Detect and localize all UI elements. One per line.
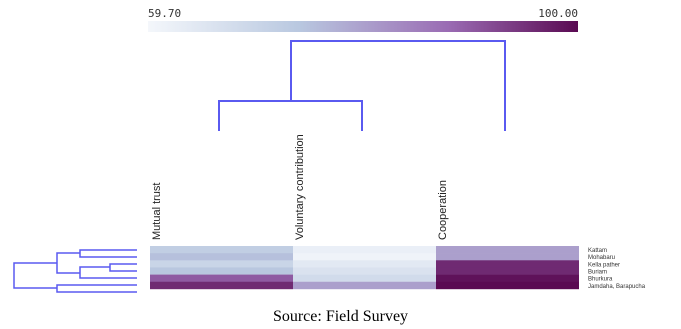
column-label-2: Cooperation: [437, 180, 449, 240]
heatmap-cell-r2-c0: [150, 260, 293, 268]
heatmap-cell-r1-c0: [150, 253, 293, 261]
row-label-1: Mohabaru: [588, 255, 615, 261]
heatmap-cell-r3-c0: [150, 267, 293, 275]
row-label-3: Buriam: [588, 269, 607, 275]
heatmap-cell-r1-c1: [293, 253, 436, 261]
row-label-5: Jamdaha, Barapucha: [588, 284, 646, 290]
column-dendrogram: [218, 40, 506, 131]
heatmap-cell-r3-c1: [293, 267, 436, 275]
column-label-0: Mutual trust: [151, 183, 163, 240]
column-labels: Mutual trust Voluntary contribution Cooper…: [151, 134, 449, 240]
source-caption: Source: Field Survey: [272, 308, 409, 325]
heatmap-cell-r5-c0: [150, 281, 293, 290]
heatmap-cell-r5-c2: [436, 281, 579, 290]
scale-min-label: 59.70: [148, 7, 181, 20]
row-label-4: Bhurkura: [588, 277, 613, 283]
heatmap-cell-r5-c1: [293, 281, 436, 290]
heatmap-cell-r4-c1: [293, 274, 436, 283]
row-dendrogram: [13, 249, 137, 293]
heatmap-cell-r4-c2: [436, 274, 579, 283]
column-label-1: Voluntary contribution: [294, 134, 306, 240]
heatmap-cell-r0-c1: [293, 246, 436, 254]
color-scale-bar: [148, 21, 578, 32]
heatmap-cell-r2-c2: [436, 260, 579, 268]
heatmap-cells: [150, 246, 579, 290]
heatmap-cell-r4-c0: [150, 274, 293, 283]
heatmap-cell-r2-c1: [293, 260, 436, 268]
row-label-2: Kella pather: [588, 262, 620, 268]
scale-max-label: 100.00: [538, 7, 578, 20]
heatmap-cell-r0-c2: [436, 246, 579, 254]
heatmap-cell-r3-c2: [436, 267, 579, 275]
heatmap-cell-r1-c2: [436, 253, 579, 261]
heatmap-cell-r0-c0: [150, 246, 293, 254]
row-label-0: Kattam: [588, 248, 607, 254]
